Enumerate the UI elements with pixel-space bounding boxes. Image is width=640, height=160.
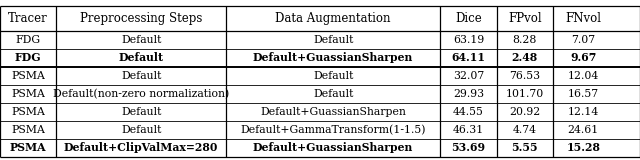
Text: Default+ClipValMax=280: Default+ClipValMax=280 xyxy=(64,142,218,153)
Text: FDG: FDG xyxy=(15,52,42,63)
Text: 12.04: 12.04 xyxy=(568,71,599,81)
Text: 46.31: 46.31 xyxy=(453,125,484,135)
Text: PSMA: PSMA xyxy=(12,125,45,135)
Text: 29.93: 29.93 xyxy=(453,89,484,99)
Text: 2.48: 2.48 xyxy=(511,52,538,63)
Text: 63.19: 63.19 xyxy=(453,35,484,45)
Text: 12.14: 12.14 xyxy=(568,107,599,117)
Text: 20.92: 20.92 xyxy=(509,107,540,117)
Text: Dice: Dice xyxy=(455,12,482,25)
Text: PSMA: PSMA xyxy=(12,71,45,81)
Text: Default: Default xyxy=(121,125,161,135)
Text: 15.28: 15.28 xyxy=(566,142,600,153)
Text: 32.07: 32.07 xyxy=(453,71,484,81)
Text: 24.61: 24.61 xyxy=(568,125,599,135)
Text: Default+GuassianSharpen: Default+GuassianSharpen xyxy=(260,107,406,117)
Text: 5.55: 5.55 xyxy=(511,142,538,153)
Text: 7.07: 7.07 xyxy=(572,35,595,45)
Text: 44.55: 44.55 xyxy=(453,107,484,117)
Text: 8.28: 8.28 xyxy=(513,35,537,45)
Text: Default: Default xyxy=(118,52,164,63)
Text: FPvol: FPvol xyxy=(508,12,541,25)
Text: PSMA: PSMA xyxy=(12,107,45,117)
Text: Default: Default xyxy=(121,107,161,117)
Text: 101.70: 101.70 xyxy=(506,89,544,99)
Text: Default: Default xyxy=(121,35,161,45)
Text: PSMA: PSMA xyxy=(12,89,45,99)
Text: Data Augmentation: Data Augmentation xyxy=(275,12,391,25)
Text: Default(non-zero normalization): Default(non-zero normalization) xyxy=(53,89,229,99)
Text: 16.57: 16.57 xyxy=(568,89,599,99)
Text: 64.11: 64.11 xyxy=(451,52,486,63)
Text: Tracer: Tracer xyxy=(8,12,48,25)
Text: Default: Default xyxy=(313,71,353,81)
Text: Default+GammaTransform(1-1.5): Default+GammaTransform(1-1.5) xyxy=(241,125,426,135)
Text: 9.67: 9.67 xyxy=(570,52,596,63)
Text: Default: Default xyxy=(313,89,353,99)
Text: FDG: FDG xyxy=(15,35,41,45)
Text: PSMA: PSMA xyxy=(10,142,47,153)
Text: Default: Default xyxy=(313,35,353,45)
Text: 4.74: 4.74 xyxy=(513,125,537,135)
Text: Preprocessing Steps: Preprocessing Steps xyxy=(80,12,202,25)
Text: Default+GuassianSharpen: Default+GuassianSharpen xyxy=(253,142,413,153)
Text: 53.69: 53.69 xyxy=(451,142,486,153)
Text: FNvol: FNvol xyxy=(565,12,602,25)
Text: Default: Default xyxy=(121,71,161,81)
Text: Default+GuassianSharpen: Default+GuassianSharpen xyxy=(253,52,413,63)
Text: 76.53: 76.53 xyxy=(509,71,540,81)
